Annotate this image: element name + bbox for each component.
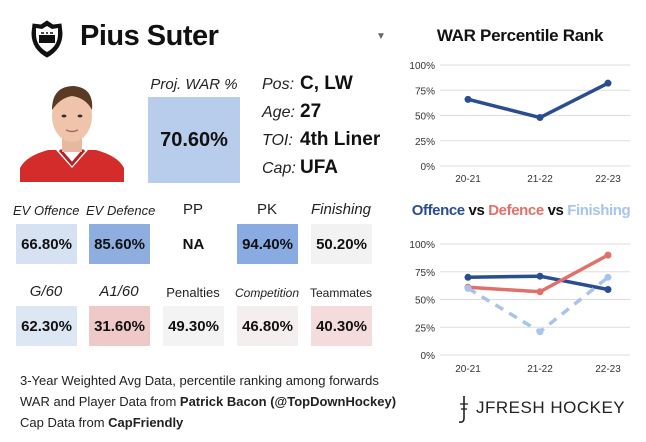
info-pos-value: C, LW	[300, 73, 353, 94]
metric-label: PP	[182, 201, 203, 218]
metric-label: EV Defence	[86, 203, 156, 218]
metric-label: Teammates	[309, 286, 373, 300]
y-tick-label: 75%	[415, 268, 435, 279]
info-pos-label: Pos:	[262, 76, 295, 93]
x-tick-label: 21-22	[527, 364, 553, 374]
metric-label: PK	[256, 201, 277, 218]
offence-legend: Offence	[411, 202, 465, 219]
y-tick-label: 100%	[409, 240, 435, 251]
metric-value: 50.20%	[311, 224, 372, 264]
data-point	[464, 95, 472, 103]
series-line	[467, 81, 609, 120]
defence-legend: Defence	[488, 202, 544, 219]
footer-line-3: Cap Data from CapFriendly	[20, 415, 183, 430]
footer-line-1: 3-Year Weighted Avg Data, percentile ran…	[20, 373, 379, 388]
metric-value: 31.60%	[89, 306, 150, 346]
footer-cap-text: Cap Data from	[20, 415, 109, 430]
footer-source-name: Patrick Bacon (@TopDownHockey)	[179, 394, 397, 409]
info-age-label: Age:	[262, 104, 295, 121]
data-point	[536, 288, 544, 296]
chart-title: WAR Percentile Rank	[436, 26, 604, 45]
metric-value: 85.60%	[89, 224, 150, 264]
y-tick-label: 75%	[415, 86, 435, 97]
proj-war-label: Proj. WAR %	[150, 76, 238, 93]
chevron-down-icon[interactable]: ▼	[376, 31, 386, 42]
metric-label: EV Offence	[13, 203, 80, 218]
data-point	[604, 251, 612, 259]
vs-text: vs	[468, 202, 485, 219]
player-photo	[16, 72, 128, 182]
footer-line-2: WAR and Player Data from Patrick Bacon (…	[20, 394, 396, 409]
war-percentile-chart: 0% 25% 50% 75% 100% 20-21 21-22 22-23	[409, 61, 630, 185]
y-tick-label: 25%	[415, 323, 435, 334]
vs-text: vs	[547, 202, 564, 219]
data-point	[604, 286, 612, 294]
info-toi-label: TOI:	[262, 132, 293, 149]
metric-label: G/60	[29, 283, 63, 300]
metric-value: 40.30%	[311, 306, 372, 346]
info-toi-value: 4th Liner	[300, 129, 381, 150]
proj-war-value: 70.60%	[148, 97, 240, 183]
brand-icon	[455, 394, 471, 429]
x-tick-label: 20-21	[455, 174, 481, 185]
info-cap-label: Cap:	[262, 160, 296, 177]
metric-value: 62.30%	[16, 306, 77, 346]
finishing-legend: Finishing	[567, 202, 631, 219]
data-point	[464, 284, 472, 292]
y-tick-label: 25%	[415, 137, 435, 148]
data-point	[536, 114, 544, 122]
info-cap-value: UFA	[300, 157, 338, 178]
data-point	[464, 273, 472, 281]
metric-label: A1/60	[99, 283, 139, 300]
player-name: Pius Suter	[80, 20, 219, 52]
y-tick-label: 50%	[415, 112, 435, 123]
metric-label: Competition	[234, 286, 300, 300]
y-tick-label: 0%	[421, 162, 436, 173]
metric-value: NA	[163, 224, 224, 264]
brand-name: JFRESH HOCKEY	[476, 398, 626, 417]
offence-defence-finishing-chart: 0% 25% 50% 75% 100% 20-21 21-22 22-23	[409, 240, 630, 374]
footer-cap-name: CapFriendly	[108, 415, 184, 430]
x-tick-label: 21-22	[527, 174, 553, 185]
x-tick-label: 22-23	[595, 364, 621, 374]
metric-value: 66.80%	[16, 224, 77, 264]
info-age-value: 27	[300, 101, 322, 122]
data-point	[604, 79, 612, 87]
y-tick-label: 50%	[415, 296, 435, 307]
metric-label: Penalties	[166, 285, 220, 300]
data-point	[536, 328, 544, 336]
y-tick-label: 100%	[409, 61, 435, 72]
data-point	[604, 273, 612, 281]
metric-value: 49.30%	[163, 306, 224, 346]
metric-label: Finishing	[310, 201, 372, 218]
nhl-shield-icon	[27, 19, 67, 59]
data-point	[536, 272, 544, 280]
footer-source-text: WAR and Player Data from	[20, 394, 180, 409]
metric-value: 46.80%	[237, 306, 298, 346]
x-tick-label: 20-21	[455, 364, 481, 374]
metric-value: 94.40%	[237, 224, 298, 264]
chart-title: Offence vs Defence vs Finishing	[398, 202, 644, 219]
x-tick-label: 22-23	[595, 174, 621, 185]
y-tick-label: 0%	[421, 351, 436, 362]
